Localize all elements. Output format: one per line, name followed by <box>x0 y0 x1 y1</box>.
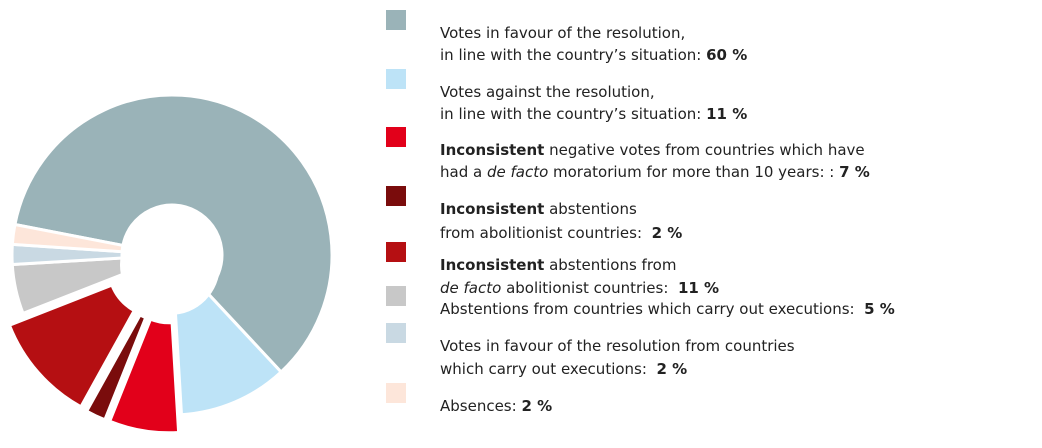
legend-label: in line with the country’s situation: 60… <box>440 46 747 64</box>
legend-label: Abstentions from countries which carry o… <box>440 300 895 318</box>
legend-swatch <box>386 69 406 89</box>
legend-text: moratorium for more than 10 years: : <box>548 163 839 181</box>
legend-text: in line with the country’s situation: <box>440 105 706 123</box>
legend-swatch <box>386 286 406 306</box>
legend-text: Votes against the resolution, <box>440 83 655 101</box>
legend-text: Votes in favour of the resolution from c… <box>440 337 795 355</box>
legend-label: de facto abolitionist countries: 11 % <box>440 279 719 297</box>
legend-text: negative votes from countries which have <box>544 141 864 159</box>
pie-slice <box>84 312 148 422</box>
value-label: 2 % <box>656 360 687 378</box>
legend-label: had a de facto moratorium for more than … <box>440 163 870 181</box>
legend-text: abstentions from <box>544 256 676 274</box>
value-label: 11 % <box>678 279 719 297</box>
legend-text: which carry out executions: <box>440 360 656 378</box>
legend-label: in line with the country’s situation: 11… <box>440 105 747 123</box>
legend-text: Inconsistent <box>440 256 544 274</box>
legend-text: Inconsistent <box>440 141 544 159</box>
legend-swatch <box>386 242 406 262</box>
legend-swatch <box>386 383 406 403</box>
legend-label: which carry out executions: 2 % <box>440 360 687 378</box>
legend-label: Votes in favour of the resolution, <box>440 24 685 42</box>
donut-hole <box>120 215 220 315</box>
legend-text: had a <box>440 163 487 181</box>
legend-text: de facto <box>487 163 548 181</box>
legend-swatch <box>386 186 406 206</box>
legend-label: Votes against the resolution, <box>440 83 655 101</box>
legend-text: Votes in favour of the resolution, <box>440 24 685 42</box>
legend-text: in line with the country’s situation: <box>440 46 706 64</box>
legend-swatch <box>386 323 406 343</box>
legend-label: Inconsistent abstentions from <box>440 256 676 274</box>
value-label: 60 % <box>706 46 747 64</box>
legend-text: Abstentions from countries which carry o… <box>440 300 864 318</box>
value-label: 11 % <box>706 105 747 123</box>
legend-swatch <box>386 127 406 147</box>
legend-text: de facto <box>440 279 501 297</box>
value-label: 2 % <box>521 397 552 415</box>
pie-slice <box>13 93 334 375</box>
legend-swatch <box>386 10 406 30</box>
legend-text: Inconsistent <box>440 200 544 218</box>
pie-slice <box>107 317 181 435</box>
legend-label: from abolitionist countries: 2 % <box>440 224 682 242</box>
legend-label: Inconsistent negative votes from countri… <box>440 141 865 159</box>
legend-label: Inconsistent abstentions <box>440 200 637 218</box>
value-label: 2 % <box>652 224 683 242</box>
legend-text: abstentions <box>544 200 637 218</box>
legend-text: Absences: <box>440 397 521 415</box>
legend-text: abolitionist countries: <box>501 279 678 297</box>
legend-text: from abolitionist countries: <box>440 224 652 242</box>
value-label: 5 % <box>864 300 895 318</box>
legend-label: Votes in favour of the resolution from c… <box>440 337 795 355</box>
legend-label: Absences: 2 % <box>440 397 552 415</box>
value-label: 7 % <box>839 163 870 181</box>
pie-slice <box>7 283 137 409</box>
